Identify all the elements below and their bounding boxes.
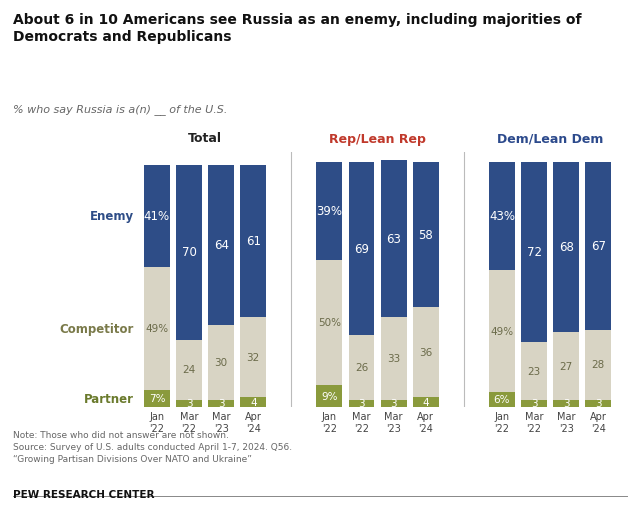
Bar	[240, 165, 266, 318]
Text: 3: 3	[390, 399, 397, 408]
Text: 9%: 9%	[321, 391, 338, 401]
Text: PEW RESEARCH CENTER: PEW RESEARCH CENTER	[13, 489, 154, 499]
Text: 49%: 49%	[490, 326, 513, 336]
Bar	[553, 332, 579, 400]
Bar	[381, 160, 406, 318]
Bar	[176, 400, 202, 407]
Text: Note: Those who did not answer are not shown.
Source: Survey of U.S. adults cond: Note: Those who did not answer are not s…	[13, 430, 292, 463]
Bar	[316, 385, 342, 407]
Text: Competitor: Competitor	[60, 322, 134, 335]
Text: 3: 3	[531, 399, 538, 408]
Bar	[413, 397, 439, 407]
Text: 4: 4	[250, 397, 257, 407]
Text: 24: 24	[182, 365, 196, 375]
Bar	[413, 307, 439, 397]
Text: 33: 33	[387, 354, 400, 363]
Text: 3: 3	[186, 399, 193, 408]
Bar	[144, 390, 170, 407]
Text: 72: 72	[527, 246, 541, 259]
Bar	[521, 163, 547, 343]
Text: 26: 26	[355, 362, 368, 372]
Text: 3: 3	[218, 399, 225, 408]
Bar	[489, 270, 515, 392]
Text: 6%: 6%	[493, 394, 510, 405]
Bar	[316, 260, 342, 385]
Text: 3: 3	[358, 399, 365, 408]
Text: 36: 36	[419, 347, 433, 357]
Bar	[176, 340, 202, 400]
Text: 39%: 39%	[316, 205, 342, 218]
Bar	[553, 400, 579, 407]
Bar	[521, 400, 547, 407]
Text: % who say Russia is a(n) __ of the U.S.: % who say Russia is a(n) __ of the U.S.	[13, 104, 227, 115]
Bar	[489, 392, 515, 407]
Text: 49%: 49%	[145, 324, 168, 333]
Text: Partner: Partner	[84, 392, 134, 405]
Text: 27: 27	[559, 361, 573, 371]
Text: 28: 28	[592, 360, 605, 370]
Bar	[349, 163, 374, 335]
Text: 64: 64	[214, 239, 228, 251]
Text: About 6 in 10 Americans see Russia as an enemy, including majorities of
Democrat: About 6 in 10 Americans see Russia as an…	[13, 13, 581, 44]
Text: 61: 61	[246, 235, 260, 248]
Text: 41%: 41%	[144, 210, 170, 223]
Text: 70: 70	[182, 246, 196, 259]
Bar	[586, 400, 611, 407]
Text: 58: 58	[419, 229, 433, 242]
Bar	[349, 335, 374, 400]
Bar	[521, 343, 547, 400]
Bar	[381, 318, 406, 400]
Text: 30: 30	[214, 357, 228, 367]
Bar	[176, 165, 202, 340]
Text: Dem/Lean Dem: Dem/Lean Dem	[497, 132, 604, 145]
Bar	[240, 318, 266, 397]
Text: 7%: 7%	[148, 393, 165, 404]
Bar	[208, 400, 234, 407]
Bar	[240, 397, 266, 407]
Text: 67: 67	[591, 240, 606, 253]
Text: 63: 63	[386, 232, 401, 245]
Bar	[144, 165, 170, 267]
Bar	[553, 163, 579, 332]
Text: 68: 68	[559, 241, 573, 254]
Bar	[586, 163, 611, 330]
Text: 32: 32	[246, 352, 260, 362]
Text: Rep/Lean Rep: Rep/Lean Rep	[329, 132, 426, 145]
Bar	[208, 325, 234, 400]
Bar	[349, 400, 374, 407]
Text: 43%: 43%	[489, 210, 515, 223]
Bar	[586, 330, 611, 400]
Bar	[413, 163, 439, 307]
Text: 3: 3	[595, 399, 602, 408]
Text: Total: Total	[188, 132, 222, 145]
Bar	[489, 163, 515, 270]
Text: 4: 4	[422, 397, 429, 407]
Text: 50%: 50%	[318, 318, 341, 327]
Bar	[316, 163, 342, 260]
Bar	[208, 165, 234, 325]
Text: 69: 69	[354, 242, 369, 255]
Text: 23: 23	[527, 366, 541, 376]
Text: Enemy: Enemy	[90, 210, 134, 223]
Text: 3: 3	[563, 399, 570, 408]
Bar	[144, 267, 170, 390]
Bar	[381, 400, 406, 407]
